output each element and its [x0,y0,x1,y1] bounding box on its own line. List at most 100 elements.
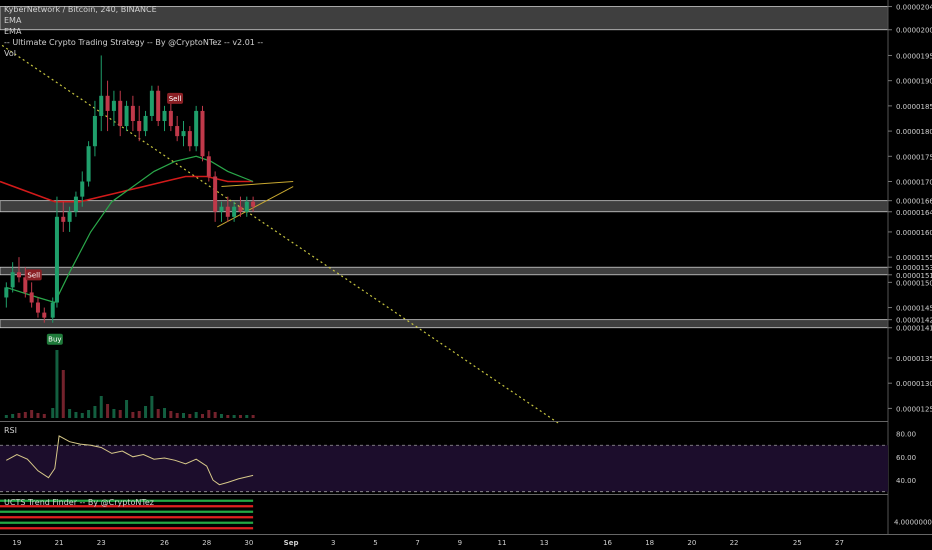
volume-bar [30,410,34,418]
candle-body [124,105,129,127]
x-tick-label: 25 [793,539,802,547]
candle-body [187,131,192,147]
volume-bar [51,408,55,418]
x-tick-label: 16 [603,539,612,547]
sell-signal-box [167,92,184,104]
sell-signal: Sell [25,269,42,281]
candle-body [23,277,28,293]
candle-body [10,272,15,288]
triangle-upper-line [221,181,294,188]
candle-body [194,110,199,147]
volume-bar [245,415,249,418]
volume-bar [188,414,192,418]
rsi-line [6,435,254,486]
volume-bar [169,411,173,418]
ema-slow-line [0,175,254,203]
indicator-ema-1: EMA [4,16,22,25]
candle-body [105,95,110,111]
volume-bar [207,410,211,418]
candle-body [232,206,237,217]
trendline [1,44,560,425]
volume-bar [118,410,122,418]
candle-body [200,110,205,157]
candle-body [99,95,104,116]
volume-bar [156,409,160,418]
candle-body [118,100,123,127]
buy-signal: Buy [46,333,63,345]
triangle-lower-line [217,186,294,228]
price-tick-label: 0.00002047 [896,4,932,12]
volume-bar [17,413,21,418]
support-resistance-zone [0,319,889,329]
x-tick-label: 18 [645,539,654,547]
chart-legend: KyberNetwork / Bitcoin, 240, BINANCE EMA… [4,4,263,59]
indicator-ema-2: EMA [4,27,22,36]
x-tick-label: 9 [458,539,462,547]
candle-body [35,302,40,313]
price-tick-label: 0.00001426 [896,317,932,325]
candle-body [137,121,142,132]
candle-body [67,211,72,222]
candle-body [162,110,167,122]
rsi-band [0,445,888,492]
volume-bar [23,412,27,418]
candle-body [16,272,21,278]
rsi-label: RSI [4,426,17,435]
x-tick-label: 5 [373,539,377,547]
sell-signal: Sell [167,92,184,104]
x-tick-label: 26 [160,539,169,547]
x-tick-label: 23 [97,539,106,547]
buy-signal-box [46,333,63,345]
volume-bar [175,413,179,418]
volume-bar [106,404,110,418]
trend-tick-label: 4.00000000 [894,519,932,527]
volume-bar [99,396,103,418]
volume-bar [74,412,78,418]
volume-bar [4,415,8,418]
candle-body [149,90,154,116]
candle-body [213,176,218,212]
volume-bar [11,414,15,418]
candle-body [244,201,249,212]
candle-body [61,216,66,222]
trend-finder-label: UCTS Trend Finder -- By @CryptoNTez [4,498,154,507]
x-tick-label: 7 [415,539,419,547]
volume-bar [226,415,230,418]
rsi-tick-label: 60.00 [896,454,916,462]
volume-bar [87,410,91,418]
symbol-title: KyberNetwork / Bitcoin, 240, BINANCE [4,5,157,14]
volume-bar [125,400,129,418]
candle-body [29,292,34,303]
price-axis-bg [888,0,932,550]
volume-bar [219,414,223,418]
candle-body [219,206,224,212]
volume-bar [213,412,217,418]
volume-bar [112,409,116,418]
volume-bar [150,396,154,418]
x-tick-label: 28 [202,539,211,547]
price-tick-label: 0.00002001 [896,27,932,35]
candle-body [143,115,148,132]
x-tick-label: 3 [331,539,335,547]
candle-body [251,201,256,207]
sell-signal-box [25,269,42,281]
candle-body [73,196,78,212]
volume-bar [232,415,236,418]
candle-body [92,115,97,147]
price-tick-label: 0.00001515 [896,272,932,280]
candle-body [181,131,186,137]
